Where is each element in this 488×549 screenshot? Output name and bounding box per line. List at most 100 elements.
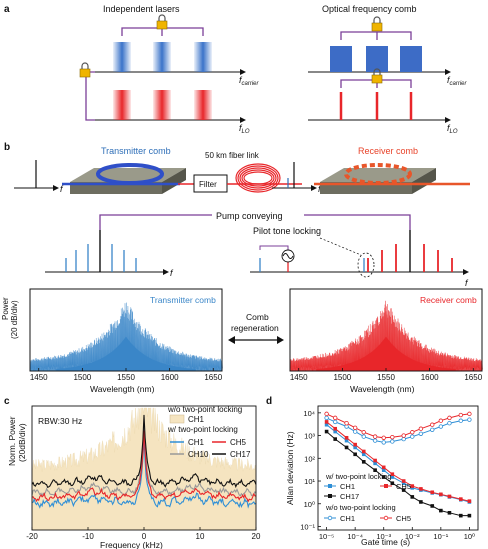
data-point	[401, 436, 406, 442]
comb-regeneration-label-1: Comb	[246, 312, 269, 322]
transmitter-comb-spectrum-plot: 1450 1500 1550 1600 1650	[29, 288, 223, 382]
x-tick-label: 1650	[204, 373, 222, 382]
plot-frame	[289, 288, 483, 372]
c-ylabel-1: Norm. Power	[7, 416, 17, 466]
plot-frame	[317, 405, 479, 531]
x-tick-label: 1450	[30, 373, 48, 382]
panel-b-letter: b	[4, 142, 10, 153]
receiver-chip	[314, 163, 470, 194]
x-tick-label: 0	[142, 532, 147, 541]
data-point	[438, 424, 444, 429]
x-tick-label: 1550	[117, 373, 135, 382]
data-point	[467, 513, 472, 518]
data-point	[381, 475, 386, 479]
lo-laser-line-1	[113, 90, 131, 120]
data-point	[361, 449, 366, 454]
data-point	[381, 440, 386, 445]
data-point	[410, 434, 415, 439]
legend-label: CH5	[396, 514, 411, 523]
panel-c-letter: c	[4, 396, 10, 407]
data-point	[401, 479, 406, 483]
comb-regeneration-arrow	[228, 336, 284, 344]
allan-series-line	[326, 413, 470, 439]
legend-title: w/ two-point locking	[325, 472, 391, 481]
x-tick-label: 10⁻⁵	[319, 532, 334, 541]
data-point	[438, 418, 444, 423]
transmitter-comb-lines	[45, 230, 169, 275]
y-tick-label: 10⁴	[303, 409, 315, 418]
d-xlabel: Gate time (s)	[361, 537, 410, 547]
data-point	[430, 504, 435, 508]
data-point	[390, 481, 395, 486]
data-point	[447, 510, 452, 515]
data-point	[447, 421, 452, 426]
carrier-laser-line-3	[194, 42, 212, 72]
spectrum-trace	[31, 414, 257, 489]
data-point	[439, 492, 443, 497]
data-point	[418, 426, 424, 431]
phase-noise-spectrum-plot: -20 -10 0 10 20	[26, 405, 261, 541]
legend-marker	[328, 484, 332, 488]
panel-a-left-diagram	[85, 27, 246, 123]
spectrum-trace	[31, 430, 257, 503]
data-point	[467, 411, 472, 417]
data-point	[401, 433, 406, 438]
carrier-laser-line-1	[113, 42, 131, 72]
legend-wo-title: w/o two-point locking	[167, 405, 242, 414]
legend-wo-ch1: CH1	[188, 415, 205, 424]
wavelength-axis-label-left: Wavelength (nm)	[90, 384, 155, 394]
allan-deviation-plot: 10⁻¹ 10⁰ 10¹ 10² 10³ 10⁴ 10⁻⁵ 10⁻⁴ 10⁻³ 10⁻² 10⁻¹ 1…	[300, 405, 479, 541]
legend-wo-swatch	[169, 414, 185, 424]
panel-a-right-diagram	[308, 31, 451, 123]
data-point	[401, 481, 406, 486]
data-point	[430, 490, 435, 495]
comb-spectrum-core	[316, 336, 456, 371]
data-point	[353, 442, 357, 447]
legend-ch1: CH1	[188, 438, 205, 447]
f-axis-label: f	[465, 278, 469, 288]
data-point	[439, 508, 443, 513]
x-tick-label: 10⁻²	[405, 532, 420, 541]
data-point	[352, 425, 358, 430]
data-point	[361, 430, 366, 435]
legend-label: CH1	[340, 482, 355, 491]
y-tick-label: 10⁻¹	[300, 522, 315, 531]
x-tick-label: 10⁻⁴	[347, 532, 363, 541]
fiber-link-label: 50 km fiber link	[205, 151, 260, 160]
data-point	[373, 458, 377, 463]
data-point	[459, 497, 463, 501]
data-point	[458, 418, 464, 423]
data-point	[459, 513, 463, 518]
data-point	[333, 437, 337, 441]
x-tick-label: 1450	[290, 373, 308, 382]
receiver-comb-lines	[250, 230, 469, 278]
data-point	[324, 420, 329, 424]
input-pump-spectrum	[14, 160, 59, 191]
legend-marker	[384, 484, 388, 488]
data-point	[333, 426, 337, 431]
wavelength-axis-label-right: Wavelength (nm)	[350, 384, 415, 394]
receiver-comb-legend: Receiver comb	[420, 295, 477, 305]
plot-frame	[29, 288, 223, 372]
f-lo-label-left: fLO	[239, 123, 250, 135]
oscillator-icon	[281, 249, 295, 263]
data-point	[381, 465, 386, 470]
transmitter-chip	[62, 163, 186, 194]
x-tick-label: 1650	[464, 373, 482, 382]
data-point	[419, 500, 423, 504]
allan-series-line	[326, 421, 470, 502]
pilot-tone-locking-label: Pilot tone locking	[253, 226, 321, 236]
comb-carrier-line-2	[366, 46, 388, 72]
carrier-laser-line-2	[153, 42, 171, 72]
data-point	[381, 435, 386, 440]
y-tick-label: 10²	[304, 454, 315, 463]
data-point	[372, 434, 378, 439]
received-pump-spectrum	[272, 162, 317, 191]
pump-conveying-label-bg	[212, 209, 304, 221]
data-point	[390, 475, 395, 479]
f-lo-label-right: fLO	[447, 123, 458, 135]
data-point	[381, 468, 386, 472]
data-point	[418, 431, 424, 436]
data-point	[410, 430, 415, 435]
